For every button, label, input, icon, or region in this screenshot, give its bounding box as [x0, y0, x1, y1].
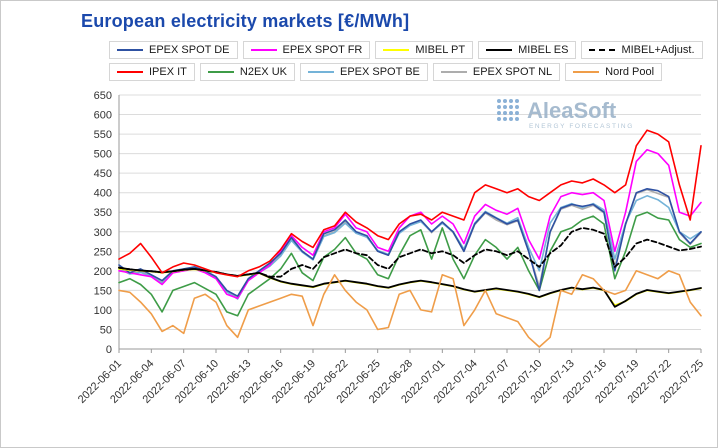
legend-item-label: MIBEL+Adjust. [621, 44, 695, 56]
legend-line-sample [486, 49, 513, 51]
legend-item-label: N2EX UK [239, 66, 287, 78]
legend-item-nord-pool: Nord Pool [565, 63, 663, 81]
legend-item-mibel-pt: MIBEL PT [375, 41, 474, 59]
legend-item-n2ex-uk: N2EX UK [199, 63, 295, 81]
legend-item-label: EPEX SPOT DE [149, 44, 230, 56]
series-line-ipex-it [118, 129, 702, 278]
logo-dot [503, 105, 507, 109]
logo-dot [515, 111, 519, 115]
y-tick-label: 150 [94, 285, 112, 297]
legend-item-label: Nord Pool [605, 66, 655, 78]
legend-item-label: EPEX SPOT BE [339, 66, 420, 78]
y-tick-label: 250 [94, 246, 112, 258]
chart-title: European electricity markets [€/MWh] [81, 11, 410, 31]
logo-subtitle: ENERGY FORECASTING [529, 123, 634, 130]
y-tick-label: 50 [100, 324, 112, 336]
legend-line-sample [207, 71, 234, 73]
logo-dot [509, 117, 513, 121]
y-tick-label: 400 [94, 188, 112, 200]
legend-item-epex-spot-nl: EPEX SPOT NL [432, 63, 561, 81]
y-tick-label: 0 [106, 344, 112, 356]
logo-name: AleaSoft [527, 98, 617, 123]
legend-item-epex-spot-de: EPEX SPOT DE [109, 41, 238, 59]
legend-item-label: MIBEL ES [518, 44, 569, 56]
legend-line-sample [117, 49, 143, 51]
legend-item-mibel-adjust-: MIBEL+Adjust. [581, 41, 703, 59]
legend-line-sample [589, 49, 616, 51]
y-tick-label: 650 [94, 90, 112, 102]
series-line-nord-pool [118, 270, 702, 348]
logo-dot [515, 117, 519, 121]
logo-dot [509, 111, 513, 115]
y-tick-label: 200 [94, 266, 112, 278]
logo-dot [509, 105, 513, 109]
logo-dot [515, 105, 519, 109]
logo-dot [503, 99, 507, 103]
legend-item-epex-spot-fr: EPEX SPOT FR [242, 41, 371, 59]
series-line-epex-spot-de [118, 188, 702, 297]
legend-line-sample [383, 49, 410, 51]
y-tick-label: 550 [94, 129, 112, 141]
legend-line-sample [307, 71, 334, 73]
legend-row-2: IPEX IT N2EX UK EPEX SPOT BE EPEX SPOT NL No… [109, 63, 717, 81]
legend: EPEX SPOT DE EPEX SPOT FR MIBEL PT MIBEL ES… [109, 41, 717, 81]
legend-item-epex-spot-be: EPEX SPOT BE [299, 63, 428, 81]
logo-dot [503, 117, 507, 121]
y-tick-label: 350 [94, 207, 112, 219]
logo-dot [515, 99, 519, 103]
logo-dot [503, 111, 507, 115]
y-tick-label: 450 [94, 168, 112, 180]
logo-dot [509, 99, 513, 103]
legend-item-label: EPEX SPOT NL [472, 66, 553, 78]
logo-dot [497, 105, 501, 109]
legend-item-label: MIBEL PT [415, 44, 466, 56]
legend-line-sample [117, 71, 143, 73]
legend-line-sample [440, 71, 467, 73]
logo-dot [497, 117, 501, 121]
logo-dot [497, 99, 501, 103]
legend-line-sample [573, 71, 600, 73]
y-tick-label: 500 [94, 149, 112, 161]
legend-item-mibel-es: MIBEL ES [478, 41, 577, 59]
y-tick-label: 100 [94, 305, 112, 317]
legend-item-label: EPEX SPOT FR [282, 44, 363, 56]
legend-line-sample [250, 49, 277, 51]
y-tick-label: 600 [94, 110, 112, 122]
y-tick-label: 300 [94, 227, 112, 239]
chart-plot: 0 50 100 150 200 250 300 350 400 450 500 550 600 650 A… [76, 90, 706, 406]
series-line-n2ex-uk [118, 211, 702, 317]
legend-item-ipex-it: IPEX IT [109, 63, 195, 81]
legend-item-label: IPEX IT [149, 66, 187, 78]
logo-dot [497, 111, 501, 115]
legend-row-1: EPEX SPOT DE EPEX SPOT FR MIBEL PT MIBEL ES… [109, 41, 717, 59]
